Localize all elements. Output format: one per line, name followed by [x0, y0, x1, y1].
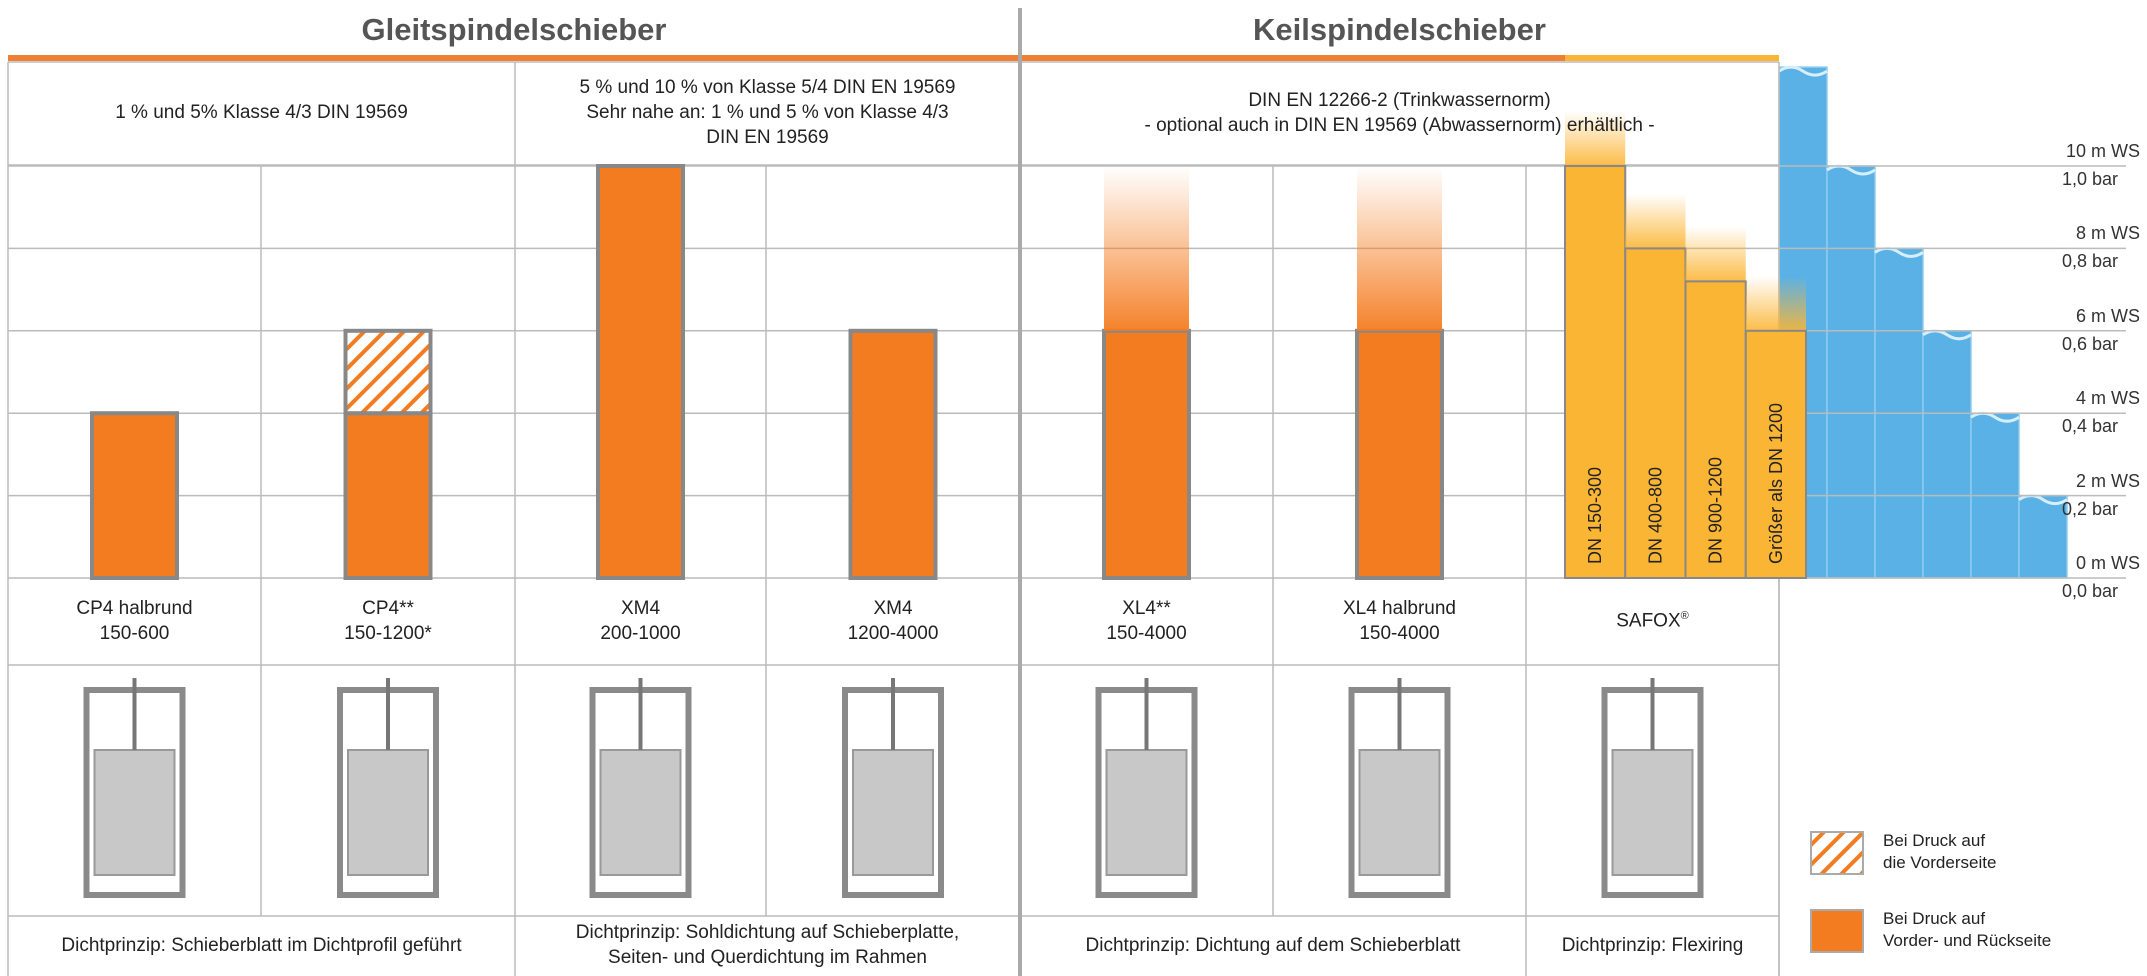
bar-optional	[1104, 166, 1189, 331]
product-name-line: SAFOX®	[1616, 609, 1689, 634]
bar-fade	[1746, 276, 1806, 331]
group-title: Keilspindelschieber	[1020, 4, 1779, 56]
y2-tick-label: 0,8 bar	[2062, 250, 2118, 273]
product-label: SAFOX®	[1526, 578, 1779, 665]
bar-label: DN 150-300	[1585, 467, 1605, 564]
y2-tick-label: 0,4 bar	[2062, 415, 2118, 438]
bar	[346, 331, 431, 413]
product-label: XM4 1200-4000	[766, 578, 1020, 665]
product-range: 150-1200*	[344, 622, 432, 647]
product-range: 150-600	[100, 622, 170, 647]
bar	[92, 413, 177, 578]
legend-swatch	[1811, 832, 1863, 874]
norm-text: DIN EN 12266-2 (Trinkwassernorm) - optio…	[1020, 62, 1779, 165]
y-tick-label: 8 m WS	[2076, 222, 2140, 245]
y-tick-label: 2 m WS	[2076, 470, 2140, 493]
group-title: Gleitspindelschieber	[8, 4, 1020, 56]
y2-tick-label: 0,6 bar	[2062, 333, 2118, 356]
product-name: XL4 halbrund	[1343, 598, 1456, 619]
bar	[598, 166, 683, 578]
product-name: XL4**	[1122, 598, 1171, 619]
product-image	[1613, 750, 1693, 875]
product-name-line: XM4	[873, 597, 912, 622]
bar-label: DN 400-800	[1645, 467, 1665, 564]
product-label: XM4 200-1000	[515, 578, 766, 665]
product-name: CP4**	[362, 598, 414, 619]
trademark: ®	[1681, 610, 1689, 622]
product-label: XL4** 150-4000	[1020, 578, 1273, 665]
product-name: CP4 halbrund	[76, 598, 192, 619]
product-image	[1360, 750, 1440, 875]
water-step	[1923, 331, 1971, 578]
product-name: SAFOX	[1616, 610, 1680, 631]
product-range: 1200-4000	[848, 622, 939, 647]
product-name-line: CP4 halbrund	[76, 597, 192, 622]
product-image	[853, 750, 933, 875]
y2-tick-label: 0,0 bar	[2062, 580, 2118, 603]
product-name-line: XL4 halbrund	[1343, 597, 1456, 622]
product-name-line: CP4**	[362, 597, 414, 622]
product-name-line: XM4	[621, 597, 660, 622]
y-tick-label: 10 m WS	[2066, 140, 2140, 163]
y-tick-label: 6 m WS	[2076, 305, 2140, 328]
seal-text: Dichtprinzip: Sohldichtung auf Schieberp…	[515, 916, 1020, 976]
bar	[1104, 331, 1189, 578]
infographic: DN 150-300 DN 400-800 DN 900-1200 Größer al…	[0, 0, 2147, 976]
y2-tick-label: 0,2 bar	[2062, 498, 2118, 521]
legend-label: Bei Druck auf die Vorderseite	[1883, 830, 1996, 874]
product-label: XL4 halbrund 150-4000	[1273, 578, 1526, 665]
norm-text: 1 % und 5% Klasse 4/3 DIN 19569	[8, 62, 515, 165]
bar-label: DN 900-1200	[1706, 457, 1726, 564]
legend-label: Bei Druck auf Vorder- und Rückseite	[1883, 908, 2051, 952]
seal-text: Dichtprinzip: Schieberblatt im Dichtprof…	[8, 916, 515, 976]
bar-optional	[1357, 166, 1442, 331]
bar	[851, 331, 936, 578]
product-name: XM4	[873, 598, 912, 619]
water-step	[2019, 496, 2067, 578]
y2-tick-label: 1,0 bar	[2062, 168, 2118, 191]
product-label: CP4** 150-1200*	[261, 578, 515, 665]
product-image	[95, 750, 175, 875]
product-name: XM4	[621, 598, 660, 619]
product-image	[601, 750, 681, 875]
norm-text: 5 % und 10 % von Klasse 5/4 DIN EN 19569…	[515, 62, 1020, 165]
bar-label: Größer als DN 1200	[1766, 403, 1786, 564]
water-step	[1827, 166, 1875, 578]
product-range: 150-4000	[1106, 622, 1186, 647]
y-tick-label: 0 m WS	[2076, 552, 2140, 575]
bar	[346, 413, 431, 578]
product-range: 150-4000	[1359, 622, 1439, 647]
legend-swatch	[1811, 910, 1863, 952]
product-image	[1107, 750, 1187, 875]
y-tick-label: 4 m WS	[2076, 387, 2140, 410]
bar-fade	[1625, 193, 1685, 248]
bar	[1357, 331, 1442, 578]
bar-fade	[1686, 226, 1746, 281]
seal-text: Dichtprinzip: Dichtung auf dem Schieberb…	[1020, 916, 1526, 976]
product-name-line: XL4**	[1122, 597, 1171, 622]
seal-text: Dichtprinzip: Flexiring	[1526, 916, 1779, 976]
product-range: 200-1000	[600, 622, 680, 647]
product-image	[348, 750, 428, 875]
product-label: CP4 halbrund 150-600	[8, 578, 261, 665]
